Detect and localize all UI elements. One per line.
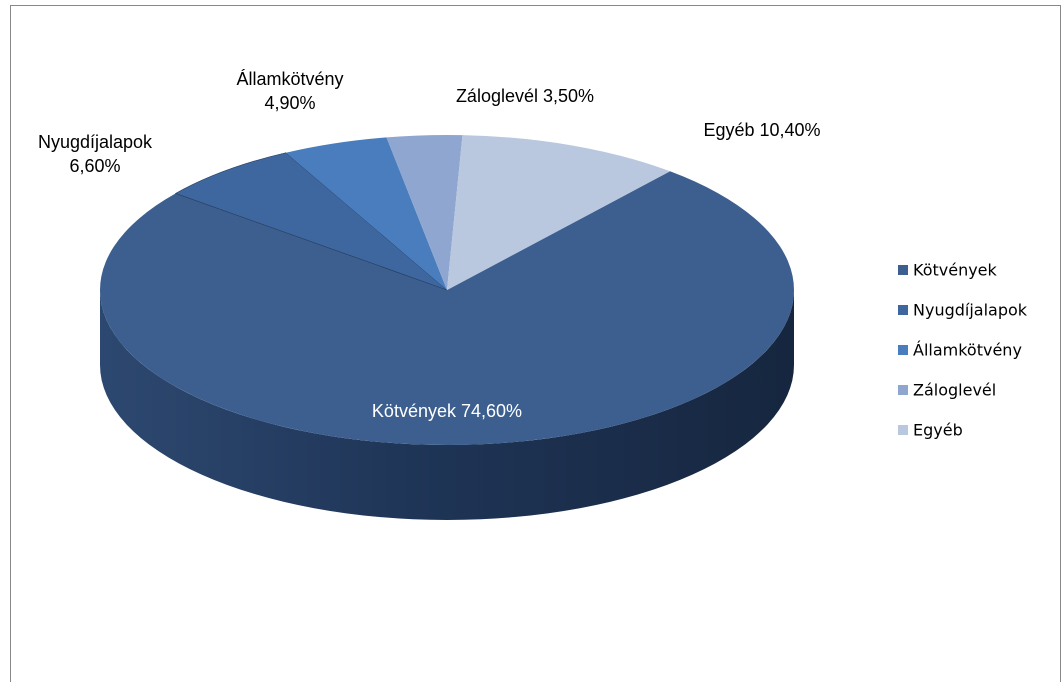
data-label-value: 3,50% <box>543 86 594 106</box>
legend-swatch <box>898 305 908 315</box>
data-label: Kötvények 74,60% <box>372 401 522 421</box>
data-label: Egyéb 10,40% <box>703 120 820 140</box>
data-label-value: 4,90% <box>264 93 315 113</box>
legend-label: Kötvények <box>913 261 998 280</box>
data-label-name: Kötvények <box>372 401 457 421</box>
pie-slice <box>447 135 671 290</box>
legend-swatch <box>898 425 908 435</box>
data-label-value: 6,60% <box>69 156 120 176</box>
data-label: Államkötvény 4,90% <box>236 69 343 113</box>
pie-side <box>100 290 794 520</box>
legend-label: Nyugdíjalapok <box>913 301 1028 320</box>
pie-slice <box>386 134 463 290</box>
legend-label: Államkötvény <box>913 341 1022 360</box>
data-label-name: Záloglevél <box>456 86 538 106</box>
data-label-value: 10,40% <box>760 120 821 140</box>
data-label-name: Államkötvény <box>236 69 343 89</box>
data-label-name: Nyugdíjalapok <box>38 132 153 152</box>
pie-slice <box>285 137 447 290</box>
pie-slice <box>174 152 448 291</box>
data-label: Nyugdíjalapok 6,60% <box>38 132 153 176</box>
data-label-value: 74,60% <box>461 401 522 421</box>
legend-swatch <box>898 385 908 395</box>
legend-label: Záloglevél <box>913 381 996 400</box>
legend-swatch <box>898 265 908 275</box>
pie-slice <box>99 171 794 445</box>
legend-swatch <box>898 345 908 355</box>
data-label-name: Egyéb <box>703 120 754 140</box>
legend-label: Egyéb <box>913 421 963 440</box>
data-label: Záloglevél 3,50% <box>456 86 594 106</box>
